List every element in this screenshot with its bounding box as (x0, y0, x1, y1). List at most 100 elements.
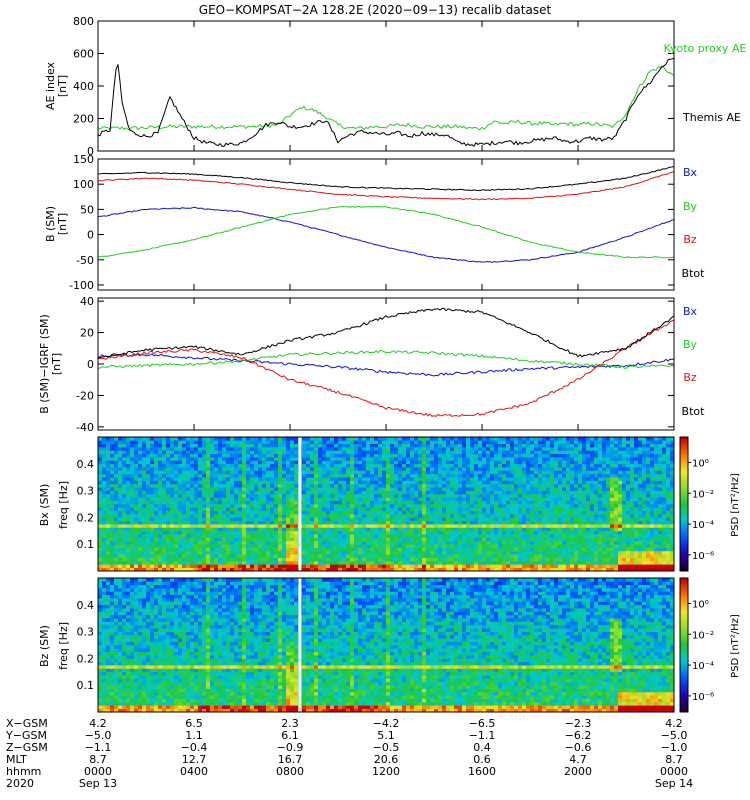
heatmap-cell (110, 560, 115, 565)
heatmap-cell (578, 457, 583, 461)
heatmap-cell (438, 514, 443, 518)
heatmap-cell (174, 470, 179, 475)
heatmap-cell (450, 477, 455, 481)
heatmap-cell (414, 530, 419, 535)
heatmap-cell (350, 557, 355, 562)
heatmap-cell (230, 450, 235, 455)
heatmap-cell (354, 560, 359, 565)
heatmap-cell (406, 473, 411, 478)
heatmap-cell (118, 554, 123, 558)
heatmap-cell (310, 473, 315, 478)
heatmap-cell (302, 437, 307, 441)
heatmap-cell (530, 544, 535, 548)
heatmap-cell (566, 437, 571, 441)
heatmap-cell (526, 564, 531, 568)
heatmap-cell (470, 554, 475, 558)
heatmap-cell (402, 470, 407, 475)
heatmap-cell (110, 540, 115, 545)
heatmap-cell (470, 504, 475, 508)
heatmap-cell (130, 534, 135, 538)
heatmap-cell (434, 493, 439, 498)
heatmap-cell (262, 564, 267, 568)
heatmap-cell (110, 547, 115, 552)
heatmap-cell (182, 510, 187, 515)
heatmap-cell (110, 534, 115, 538)
ytick-label: 20 (80, 327, 94, 340)
heatmap-cell (126, 493, 131, 498)
heatmap-cell (318, 473, 323, 478)
heatmap-cell (262, 493, 267, 498)
series-line-bz (97, 171, 675, 201)
heatmap-cell (538, 490, 543, 495)
heatmap-cell (402, 443, 407, 448)
heatmap-cell (418, 540, 423, 545)
heatmap-cell (442, 554, 447, 558)
heatmap-cell (454, 470, 459, 475)
heatmap-cell (498, 520, 503, 525)
heatmap-cell (490, 567, 495, 572)
heatmap-cell (310, 554, 315, 558)
heatmap-cell (150, 514, 155, 518)
heatmap-cell (138, 510, 143, 515)
heatmap-cell (114, 440, 119, 444)
heatmap-cell (322, 480, 327, 485)
heatmap-cell (438, 480, 443, 485)
heatmap-cell (106, 497, 111, 501)
heatmap-cell (474, 457, 479, 461)
heatmap-cell (482, 554, 487, 558)
heatmap-cell (194, 564, 199, 568)
heatmap-cell (134, 517, 139, 522)
heatmap-cell (326, 520, 331, 525)
heatmap-cell (194, 534, 199, 538)
heatmap-cell (170, 537, 175, 542)
heatmap-cell (262, 554, 267, 558)
heatmap-cell (314, 530, 319, 535)
heatmap-cell (274, 550, 279, 555)
heatmap-cell (486, 463, 491, 468)
heatmap-cell (150, 440, 155, 444)
heatmap-cell (470, 547, 475, 552)
heatmap-cell (470, 473, 475, 478)
heatmap-cell (566, 463, 571, 468)
heatmap-cell (566, 550, 571, 555)
heatmap-cell (494, 490, 499, 495)
heatmap-cell (398, 450, 403, 455)
heatmap-cell (122, 487, 127, 491)
heatmap-cell (214, 467, 219, 471)
heatmap-cell (170, 510, 175, 515)
heatmap-cell (202, 490, 207, 495)
heatmap-cell (210, 457, 215, 461)
heatmap-cell (570, 534, 575, 538)
heatmap-cell (414, 510, 419, 515)
heatmap-cell (142, 437, 147, 441)
heatmap-cell (294, 453, 299, 458)
heatmap-cell (102, 560, 107, 565)
heatmap-cell (530, 564, 535, 568)
heatmap-cell (370, 443, 375, 448)
heatmap-cell (198, 507, 203, 511)
heatmap-cell (234, 527, 239, 532)
heatmap-cell (574, 567, 579, 572)
heatmap-cell (146, 567, 151, 572)
heatmap-cell (354, 463, 359, 468)
heatmap-cell (382, 467, 387, 471)
heatmap-cell (410, 457, 415, 461)
heatmap-cell (302, 493, 307, 498)
heatmap-cell (118, 463, 123, 468)
heatmap-cell (566, 483, 571, 488)
heatmap-cell (102, 557, 107, 562)
heatmap-cell (286, 510, 291, 515)
heatmap-cell (490, 560, 495, 565)
heatmap-cell (474, 544, 479, 548)
heatmap-cell (458, 437, 463, 441)
heatmap-cell (346, 480, 351, 485)
heatmap-cell (342, 514, 347, 518)
heatmap-cell (130, 510, 135, 515)
heatmap-cell (546, 483, 551, 488)
heatmap-cell (114, 497, 119, 501)
heatmap-cell (466, 547, 471, 552)
heatmap-cell (374, 497, 379, 501)
heatmap-cell (122, 463, 127, 468)
heatmap-cell (190, 483, 195, 488)
heatmap-cell (362, 527, 367, 532)
